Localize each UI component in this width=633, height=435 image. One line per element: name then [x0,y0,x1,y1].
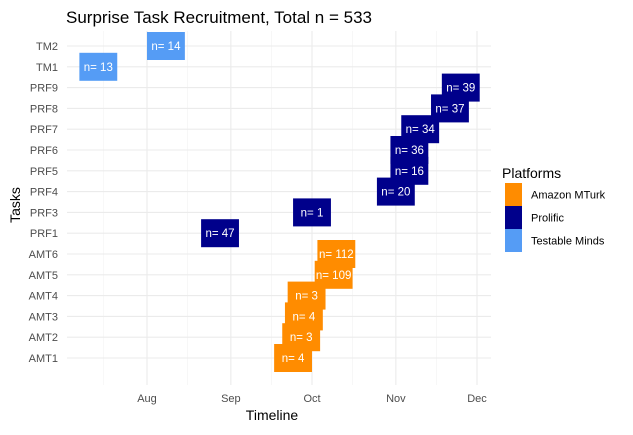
bar-labels: n= 4 n= 3 n= 4 n= 3 n= 109 n= 112 n= 47 n= 1 n= … [84,41,476,365]
bar-label-amt6: n= 112 [319,249,354,261]
bar-tm1 [79,52,118,81]
legend-label: Prolific [531,213,565,225]
legend-key [505,206,522,229]
legend-title: Platforms [502,165,561,181]
y-tick-label: AMT1 [29,353,58,365]
y-tick-labels: AMT1 AMT2 AMT3 AMT4 AMT5 AMT6 PRF1 PRF3 PRF4 PRF5… [29,41,58,365]
bar-label-prf6: n= 36 [395,145,424,157]
y-axis-label: Tasks [7,187,23,223]
bar-label-prf3: n= 1 [301,207,324,219]
y-tick-label: PRF5 [30,166,58,178]
plot-area: n= 4 n= 3 n= 4 n= 3 n= 109 n= 112 n= 47 n= 1 n= … [67,31,491,385]
chart-title: Surprise Task Recruitment, Total n = 533 [66,8,372,27]
bar-tm2 [147,32,185,60]
bar-prf9 [441,73,480,102]
bar-label-prf1: n= 47 [205,228,234,240]
bar-label-prf9: n= 39 [446,83,475,95]
bar-label-amt1: n= 4 [282,353,305,365]
bar-prf3 [293,198,331,227]
y-tick-label: PRF3 [30,207,58,219]
x-axis-label: Timeline [246,407,299,423]
x-tick-label: Sep [221,393,241,405]
y-tick-label: TM1 [36,62,58,74]
x-tick-label: Aug [137,393,157,405]
bar-label-amt3: n= 4 [293,311,316,323]
y-tick-label: AMT2 [29,332,58,344]
bars [79,32,480,372]
y-tick-label: AMT6 [29,249,58,261]
bar-label-prf8: n= 37 [435,103,464,115]
bar-label-amt2: n= 3 [290,332,313,344]
y-tick-label: PRF9 [30,83,58,95]
y-tick-label: AMT4 [29,291,58,303]
y-tick-label: AMT3 [29,311,58,323]
legend-key [505,183,522,206]
bar-label-amt5: n= 109 [316,270,352,282]
bar-label-prf4: n= 20 [381,187,410,199]
bar-label-prf5: n= 16 [395,166,424,178]
x-tick-label: Oct [303,393,320,405]
y-tick-label: PRF7 [30,124,58,136]
legend-key [505,229,522,252]
y-tick-label: AMT5 [29,270,58,282]
legend-label: Testable Minds [531,236,605,248]
y-tick-label: PRF4 [30,187,58,199]
x-tick-labels: Aug Sep Oct Nov Dec [137,393,487,405]
legend: Platforms Amazon MTurk Prolific Testable M… [502,165,606,252]
bar-amt6 [317,240,356,268]
y-tick-label: PRF6 [30,145,58,157]
x-tick-label: Nov [386,393,406,405]
y-tick-label: PRF1 [30,228,58,240]
bar-label-tm1: n= 13 [84,62,113,74]
bar-label-prf7: n= 34 [406,124,436,136]
x-tick-label: Dec [467,393,487,405]
legend-label: Amazon MTurk [531,190,606,202]
y-tick-label: PRF8 [30,103,58,115]
grid [67,31,491,385]
bar-label-amt4: n= 3 [295,291,318,303]
bar-prf1 [201,219,239,248]
y-tick-label: TM2 [36,41,58,53]
bar-label-tm2: n= 14 [151,41,181,53]
